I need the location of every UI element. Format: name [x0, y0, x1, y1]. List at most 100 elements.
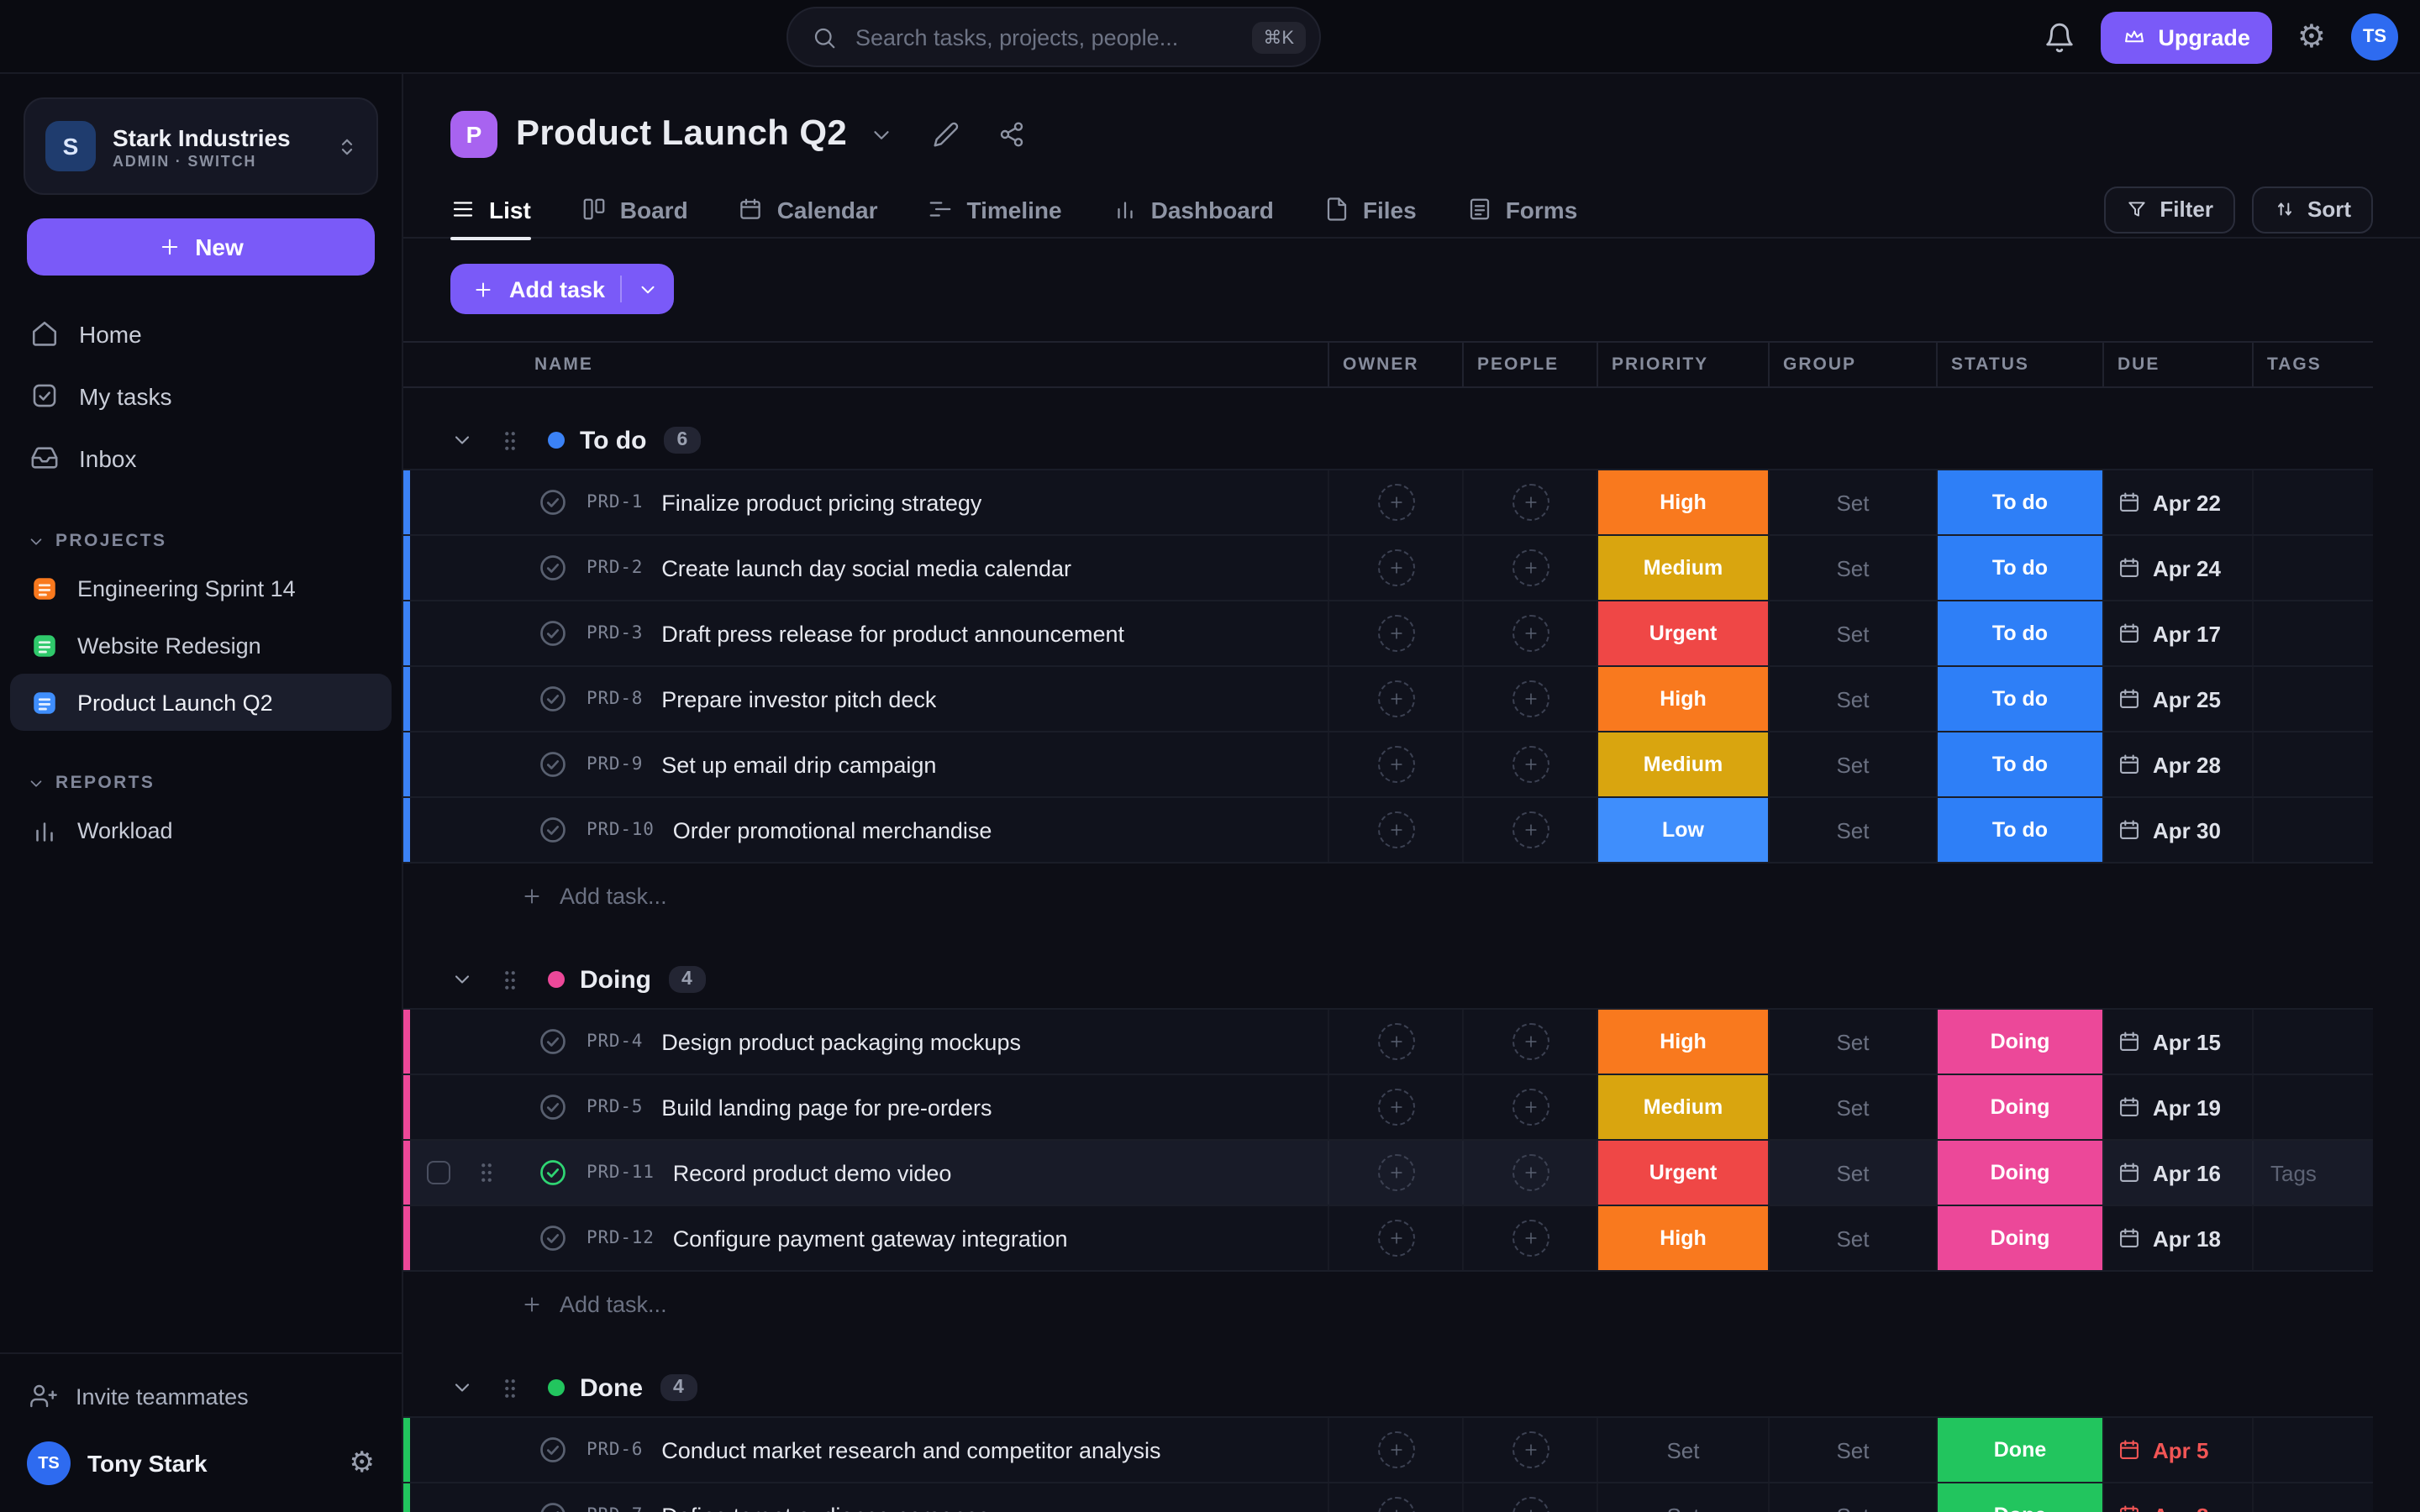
- priority-chip[interactable]: Medium: [1598, 732, 1768, 796]
- assign-owner-button[interactable]: [1377, 746, 1414, 783]
- complete-toggle-icon[interactable]: [538, 618, 568, 648]
- complete-toggle-icon[interactable]: [538, 553, 568, 583]
- task-name-cell[interactable]: PRD-5 Build landing page for pre-orders: [403, 1075, 1328, 1139]
- task-row[interactable]: PRD-7 Define target audience personas Set S…: [403, 1483, 2373, 1512]
- priority-cell[interactable]: Urgent: [1597, 1141, 1768, 1205]
- owner-cell[interactable]: [1328, 601, 1462, 665]
- people-cell[interactable]: [1462, 732, 1597, 796]
- column-header[interactable]: PEOPLE: [1462, 343, 1597, 386]
- assign-owner-button[interactable]: [1377, 615, 1414, 652]
- task-name-cell[interactable]: PRD-6 Conduct market research and competi…: [403, 1418, 1328, 1482]
- priority-cell[interactable]: Medium: [1597, 732, 1768, 796]
- people-cell[interactable]: [1462, 1483, 1597, 1512]
- task-row[interactable]: PRD-8 Prepare investor pitch deck High Set T…: [403, 667, 2373, 732]
- status-chip[interactable]: To do: [1938, 536, 2102, 600]
- group-cell[interactable]: Set: [1768, 1010, 1936, 1074]
- assign-owner-button[interactable]: [1377, 1220, 1414, 1257]
- due-cell[interactable]: Apr 30: [2102, 798, 2252, 862]
- complete-toggle-icon[interactable]: [538, 1435, 568, 1465]
- tab-forms[interactable]: Forms: [1467, 181, 1577, 238]
- drag-handle-icon[interactable]: [497, 1375, 523, 1400]
- task-row[interactable]: PRD-4 Design product packaging mockups Hig…: [403, 1010, 2373, 1075]
- task-name-cell[interactable]: PRD-10 Order promotional merchandise: [403, 798, 1328, 862]
- priority-cell[interactable]: Medium: [1597, 1075, 1768, 1139]
- status-chip[interactable]: Doing: [1938, 1141, 2102, 1205]
- tab-files[interactable]: Files: [1324, 181, 1417, 238]
- due-cell[interactable]: Apr 16: [2102, 1141, 2252, 1205]
- task-name-cell[interactable]: PRD-8 Prepare investor pitch deck: [403, 667, 1328, 731]
- group-set-label[interactable]: Set: [1836, 1160, 1870, 1185]
- group-header[interactable]: Done 4: [403, 1359, 2373, 1416]
- group-header[interactable]: Doing 4: [403, 951, 2373, 1008]
- status-cell[interactable]: To do: [1936, 470, 2102, 534]
- add-people-button[interactable]: [1512, 484, 1549, 521]
- task-title[interactable]: Draft press release for product announce…: [661, 621, 1125, 646]
- complete-toggle-icon[interactable]: [538, 815, 568, 845]
- sidebar-project-website-redesign[interactable]: Website Redesign: [10, 617, 392, 674]
- task-name-cell[interactable]: PRD-3 Draft press release for product ann…: [403, 601, 1328, 665]
- add-task-row[interactable]: Add task...: [403, 864, 2373, 927]
- group-header[interactable]: To do 6: [403, 412, 2373, 469]
- group-cell[interactable]: Set: [1768, 601, 1936, 665]
- status-chip[interactable]: To do: [1938, 601, 2102, 665]
- edit-pencil-icon[interactable]: [933, 121, 960, 148]
- chevron-down-icon[interactable]: [869, 122, 894, 147]
- group-cell[interactable]: Set: [1768, 536, 1936, 600]
- priority-chip[interactable]: Low: [1598, 798, 1768, 862]
- drag-handle-icon[interactable]: [497, 967, 523, 992]
- complete-toggle-icon[interactable]: [538, 1500, 568, 1512]
- status-cell[interactable]: Doing: [1936, 1141, 2102, 1205]
- owner-cell[interactable]: [1328, 1206, 1462, 1270]
- group-cell[interactable]: Set: [1768, 1141, 1936, 1205]
- group-set-label[interactable]: Set: [1836, 490, 1870, 515]
- status-chip[interactable]: Doing: [1938, 1206, 2102, 1270]
- task-title[interactable]: Finalize product pricing strategy: [661, 490, 982, 515]
- new-button[interactable]: New: [27, 218, 375, 276]
- status-cell[interactable]: To do: [1936, 601, 2102, 665]
- owner-cell[interactable]: [1328, 1483, 1462, 1512]
- status-chip[interactable]: To do: [1938, 732, 2102, 796]
- assign-owner-button[interactable]: [1377, 1154, 1414, 1191]
- task-title[interactable]: Record product demo video: [672, 1160, 952, 1185]
- tags-cell[interactable]: [2252, 1075, 2373, 1139]
- add-people-button[interactable]: [1512, 1220, 1549, 1257]
- priority-chip[interactable]: High: [1598, 470, 1768, 534]
- status-chip[interactable]: To do: [1938, 470, 2102, 534]
- task-name-cell[interactable]: PRD-9 Set up email drip campaign: [403, 732, 1328, 796]
- priority-chip[interactable]: High: [1598, 1010, 1768, 1074]
- task-title[interactable]: Prepare investor pitch deck: [661, 686, 937, 711]
- people-cell[interactable]: [1462, 798, 1597, 862]
- priority-cell[interactable]: Urgent: [1597, 601, 1768, 665]
- complete-toggle-icon[interactable]: [538, 1092, 568, 1122]
- tags-cell[interactable]: [2252, 1010, 2373, 1074]
- column-header[interactable]: GROUP: [1768, 343, 1936, 386]
- owner-cell[interactable]: [1328, 1418, 1462, 1482]
- priority-cell[interactable]: High: [1597, 667, 1768, 731]
- task-title[interactable]: Conduct market research and competitor a…: [661, 1437, 1161, 1462]
- due-cell[interactable]: Apr 5: [2102, 1418, 2252, 1482]
- complete-toggle-icon[interactable]: [538, 487, 568, 517]
- priority-set-label[interactable]: Set: [1666, 1437, 1700, 1462]
- task-name-cell[interactable]: PRD-1 Finalize product pricing strategy: [403, 470, 1328, 534]
- add-people-button[interactable]: [1512, 1497, 1549, 1512]
- sidebar-item-my-tasks[interactable]: My tasks: [0, 365, 402, 427]
- priority-cell[interactable]: High: [1597, 470, 1768, 534]
- task-name-cell[interactable]: PRD-7 Define target audience personas: [403, 1483, 1328, 1512]
- global-search[interactable]: ⌘K: [786, 7, 1321, 67]
- sidebar-item-home[interactable]: Home: [0, 302, 402, 365]
- sort-button[interactable]: Sort: [2252, 186, 2373, 233]
- owner-cell[interactable]: [1328, 536, 1462, 600]
- tags-cell[interactable]: [2252, 1206, 2373, 1270]
- reports-section-header[interactable]: REPORTS: [0, 764, 402, 801]
- priority-cell[interactable]: Set: [1597, 1418, 1768, 1482]
- task-title[interactable]: Order promotional merchandise: [672, 817, 992, 843]
- status-cell[interactable]: To do: [1936, 798, 2102, 862]
- owner-cell[interactable]: [1328, 798, 1462, 862]
- add-people-button[interactable]: [1512, 1089, 1549, 1126]
- complete-toggle-icon[interactable]: [538, 1223, 568, 1253]
- status-cell[interactable]: To do: [1936, 536, 2102, 600]
- due-cell[interactable]: Apr 17: [2102, 601, 2252, 665]
- group-set-label[interactable]: Set: [1836, 1437, 1870, 1462]
- assign-owner-button[interactable]: [1377, 680, 1414, 717]
- assign-owner-button[interactable]: [1377, 484, 1414, 521]
